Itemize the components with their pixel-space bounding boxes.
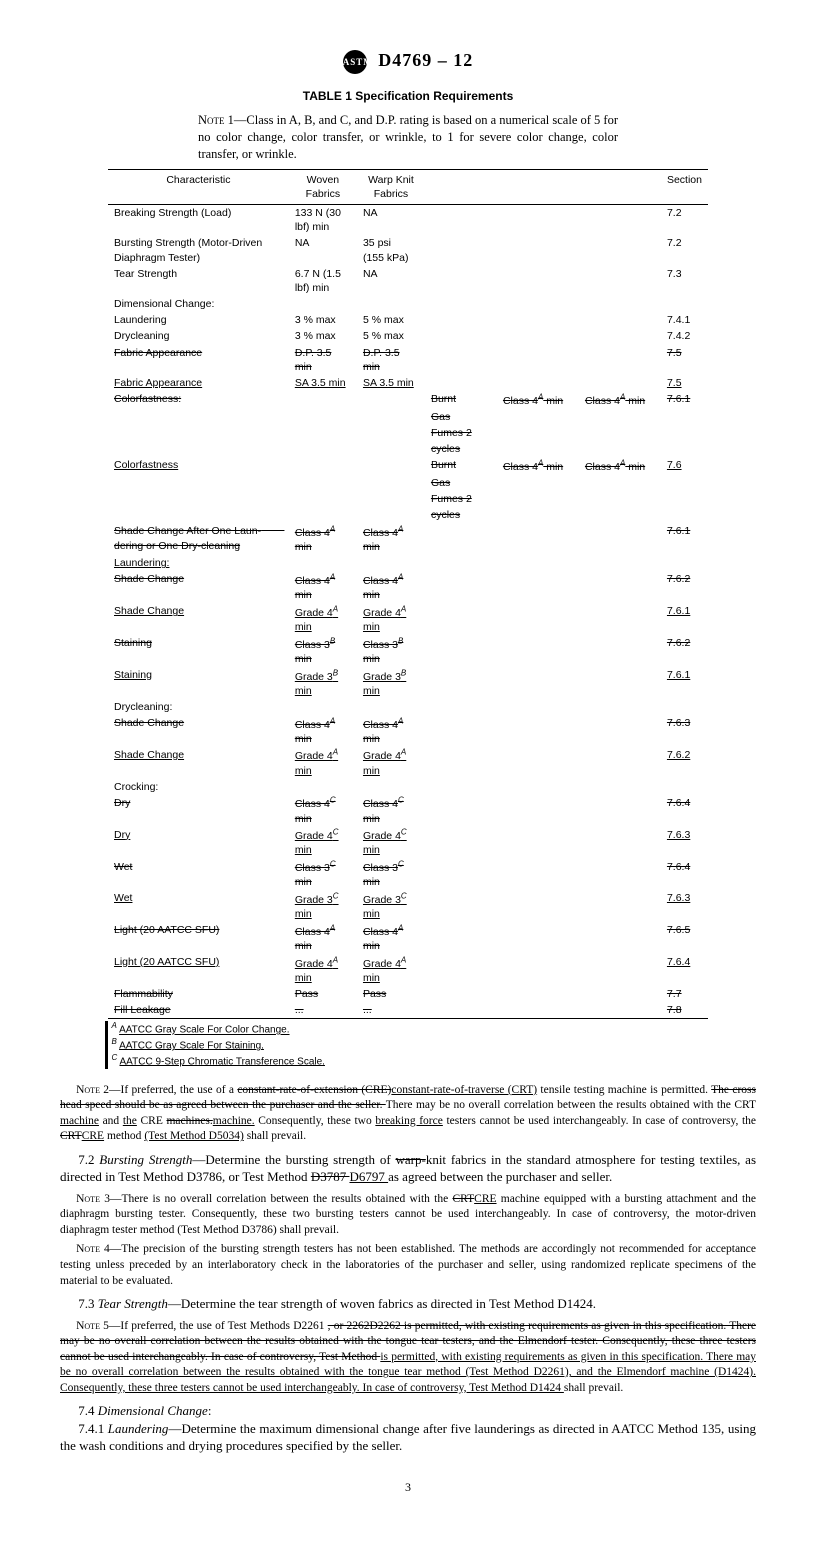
section-7-4: 7.4 Dimensional Change: [60,1402,756,1420]
standard-number: D4769 – 12 [378,50,473,70]
table-row: Fabric AppearanceSA 3.5 minSA 3.5 min7.5 [108,375,708,391]
table-row: Bursting Strength (Motor-Driven Diaphrag… [108,235,708,265]
note-3: Note 3—There is no overall correlation b… [60,1192,756,1239]
note-5: Note 5—If preferred, the use of Test Met… [60,1319,756,1397]
specification-table: Characteristic Woven Fabrics Warp Knit F… [108,169,708,1020]
table-row: Shade Change After One Laun- dering or O… [108,523,708,555]
table-row: Fumes 2 [108,425,708,441]
table-row: Shade ChangeClass 4A minClass 4A min7.6.… [108,715,708,747]
section-7-2: 7.2 Bursting Strength—Determine the burs… [60,1151,756,1186]
table-row: ColorfastnessBurntClass 4A minClass 4A m… [108,457,708,475]
col-section: Section [661,169,708,204]
table-row: Shade ChangeClass 4A minClass 4A min7.6.… [108,571,708,603]
note-2: Note 2—If preferred, the use of a consta… [60,1083,756,1145]
section-7-3: 7.3 Tear Strength—Determine the tear str… [60,1295,756,1313]
table-row: Gas [108,409,708,425]
table-row: Tear Strength6.7 N (1.5 lbf) minNA7.3 [108,266,708,296]
table-row: Dimensional Change: [108,296,708,312]
col-extra1 [425,169,497,204]
footnote-b: B AATCC Gray Scale For Staining. [112,1037,712,1053]
table-row: Colorfastness:BurntClass 4A minClass 4A … [108,391,708,409]
table-row: cycles [108,507,708,523]
col-extra2 [497,169,579,204]
table-row: Gas [108,475,708,491]
table-row: StainingGrade 3B minGrade 3B min7.6.1 [108,667,708,699]
table-row: DryClass 4C minClass 4C min7.6.4 [108,795,708,827]
table-row: Shade ChangeGrade 4A minGrade 4A min7.6.… [108,603,708,635]
col-warpknit: Warp Knit Fabrics [357,169,425,204]
table-title: TABLE 1 Specification Requirements [60,88,756,104]
col-characteristic: Characteristic [108,169,289,204]
note-text: —Class in A, B, and C, and D.P. rating i… [198,113,618,161]
table-row: Laundering: [108,555,708,571]
table-row: Fumes 2 [108,491,708,507]
col-woven: Woven Fabrics [289,169,357,204]
table-row: Shade ChangeGrade 4A minGrade 4A min7.6.… [108,747,708,779]
table-row: Light (20 AATCC SFU)Class 4A minClass 4A… [108,922,708,954]
footnote-c: C AATCC 9-Step Chromatic Transference Sc… [112,1053,712,1069]
table-row: Breaking Strength (Load)133 N (30 lbf) m… [108,205,708,236]
table-row: Drycleaning3 % max5 % max7.4.2 [108,328,708,344]
table-footnotes: A AATCC Gray Scale For Color Change. B A… [105,1021,712,1068]
table-row: Crocking: [108,779,708,795]
table-row: Fabric AppearanceD.P. 3.5 minD.P. 3.5 mi… [108,345,708,375]
table-row: DryGrade 4C minGrade 4C min7.6.3 [108,827,708,859]
table-row: WetGrade 3C minGrade 3C min7.6.3 [108,890,708,922]
col-extra3 [579,169,661,204]
astm-logo: ASTM [343,50,367,74]
table-row: Drycleaning: [108,699,708,715]
page-number: 3 [60,1479,756,1495]
table-note-1: Note 1—Class in A, B, and C, and D.P. ra… [198,112,618,163]
section-7-4-1: 7.4.1 Laundering—Determine the maximum d… [60,1420,756,1455]
note-label: Note [198,113,225,127]
footnote-a: A AATCC Gray Scale For Color Change. [112,1021,712,1037]
table-row: WetClass 3C minClass 3C min7.6.4 [108,859,708,891]
table-row: Fill Leakage......7.8 [108,1002,708,1019]
table-row: FlammabilityPassPass7.7 [108,986,708,1002]
standard-header: ASTM D4769 – 12 [60,48,756,74]
table-row: StainingClass 3B minClass 3B min7.6.2 [108,635,708,667]
table-row: cycles [108,441,708,457]
table-row: Laundering3 % max5 % max7.4.1 [108,312,708,328]
table-row: Light (20 AATCC SFU)Grade 4A minGrade 4A… [108,954,708,986]
note-4: Note 4—The precision of the bursting str… [60,1242,756,1289]
